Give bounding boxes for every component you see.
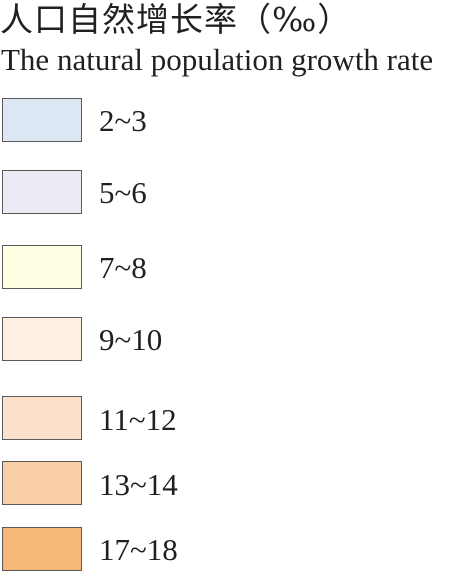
legend-label: 2~3 <box>99 103 147 138</box>
legend-swatch <box>2 98 82 142</box>
legend-label: 17~18 <box>99 532 178 567</box>
legend-label: 7~8 <box>99 250 147 285</box>
legend-swatch <box>2 317 82 361</box>
legend-swatch <box>2 170 82 214</box>
legend-item: 7~8 <box>0 245 465 295</box>
legend-item: 9~10 <box>0 317 465 367</box>
legend-item: 2~3 <box>0 98 465 148</box>
legend-item: 13~14 <box>0 461 465 511</box>
legend-swatch <box>2 396 82 440</box>
legend-item: 11~12 <box>0 396 465 446</box>
legend-label: 13~14 <box>99 467 178 502</box>
legend-label: 5~6 <box>99 175 147 210</box>
legend-swatch <box>2 245 82 289</box>
legend-swatch <box>2 527 82 571</box>
legend-item: 17~18 <box>0 527 465 577</box>
legend-title-english: The natural population growth rate <box>1 42 434 77</box>
legend-label: 11~12 <box>99 402 177 437</box>
legend-title-chinese: 人口自然增长率（‰） <box>0 0 352 39</box>
legend-swatch <box>2 461 82 505</box>
legend-label: 9~10 <box>99 322 163 357</box>
legend-item: 5~6 <box>0 170 465 220</box>
